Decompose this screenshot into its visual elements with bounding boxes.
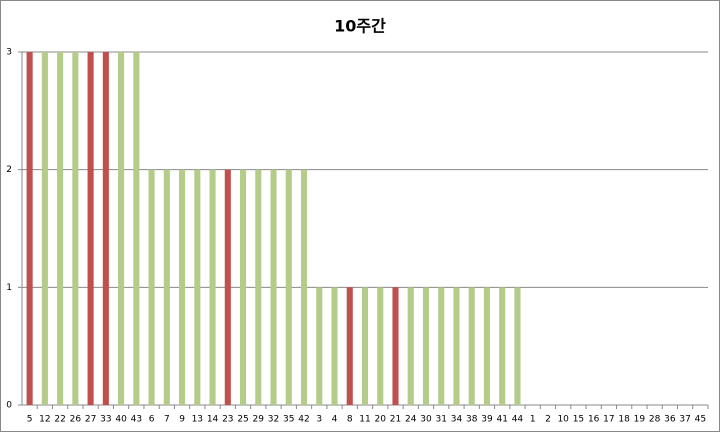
bar [194,169,201,405]
x-tick-label: 22 [54,415,65,425]
x-tick-label: 6 [149,415,155,425]
x-tick-label: 26 [70,415,82,425]
bar [438,287,445,405]
x-tick-label: 16 [588,415,600,425]
x-tick-label: 19 [634,415,646,425]
chart-title: 10주간 [334,17,386,36]
bar [407,287,414,405]
bar [346,287,353,405]
x-tick-label: 2 [545,415,551,425]
x-tick-label: 8 [347,415,353,425]
x-tick-label: 29 [253,415,265,425]
bar [239,169,247,405]
x-tick-label: 1 [530,415,536,425]
bar [285,169,292,405]
bar [361,287,369,405]
bar [377,287,384,405]
bar [224,169,231,405]
bar [483,287,491,405]
x-tick-label: 12 [39,415,50,425]
y-tick-label: 2 [6,165,12,175]
x-tick-label: 35 [283,415,294,425]
bar [468,287,475,405]
x-tick-label: 44 [512,415,524,425]
x-tick-label: 13 [192,415,203,425]
bar [499,287,506,405]
x-tick-label: 32 [268,415,279,425]
bar [453,287,460,405]
x-tick-label: 23 [222,415,233,425]
x-tick-label: 45 [695,415,706,425]
bar [87,52,94,405]
x-tick-label: 9 [179,415,185,425]
x-tick-label: 24 [405,415,417,425]
bar [270,169,277,405]
x-tick-label: 38 [466,415,478,425]
x-tick-label: 20 [375,415,387,425]
bar [300,169,308,405]
x-tick-label: 5 [27,415,33,425]
bar [316,287,323,405]
bar [179,169,186,405]
bar [422,287,430,405]
bar [102,52,109,405]
x-tick-label: 30 [420,415,432,425]
x-tick-label: 7 [164,415,170,425]
x-tick-label: 10 [557,415,569,425]
x-tick-label: 25 [237,415,248,425]
x-tick-label: 39 [481,415,493,425]
x-tick-label: 42 [298,415,309,425]
x-tick-label: 36 [664,415,676,425]
bar [57,52,64,405]
bar [72,52,79,405]
bar [148,169,155,405]
x-tick-label: 3 [316,415,322,425]
x-tick-label: 41 [496,415,507,425]
x-tick-label: 40 [115,415,127,425]
bar [118,52,125,405]
x-tick-label: 17 [603,415,614,425]
bar [163,169,170,405]
bar [209,169,216,405]
y-tick-label: 3 [6,48,12,58]
x-tick-label: 28 [649,415,661,425]
x-tick-label: 34 [451,415,463,425]
bar [392,287,399,405]
y-tick-label: 0 [6,401,12,411]
x-tick-label: 14 [207,415,219,425]
bar [26,52,33,405]
x-tick-label: 15 [573,415,584,425]
x-tick-label: 31 [435,415,446,425]
x-tick-label: 43 [131,415,142,425]
x-tick-label: 21 [390,415,401,425]
bar [514,287,521,405]
x-tick-label: 33 [100,415,111,425]
bar [255,169,262,405]
y-tick-label: 1 [6,283,12,293]
x-tick-label: 27 [85,415,96,425]
bar [41,52,48,405]
x-tick-label: 18 [618,415,630,425]
bar [331,287,338,405]
bar [133,52,140,405]
x-tick-label: 11 [359,415,370,425]
x-tick-label: 37 [679,415,690,425]
x-tick-label: 4 [332,415,338,425]
